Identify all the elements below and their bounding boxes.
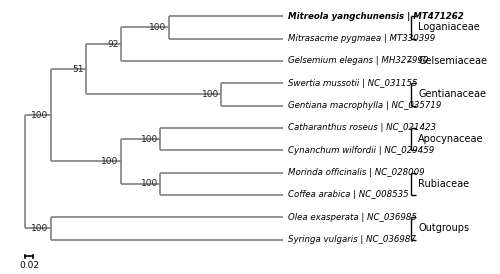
Text: Gentianaceae: Gentianaceae [418, 89, 486, 99]
Text: Rubiaceae: Rubiaceae [418, 179, 469, 189]
Text: Catharanthus roseus | NC_021423: Catharanthus roseus | NC_021423 [288, 123, 436, 132]
Text: Swertia mussotii | NC_031155: Swertia mussotii | NC_031155 [288, 79, 418, 88]
Text: 92: 92 [107, 40, 118, 48]
Text: Outgroups: Outgroups [418, 223, 469, 233]
Text: 100: 100 [202, 90, 219, 99]
Text: 100: 100 [32, 111, 48, 120]
Text: 51: 51 [72, 65, 84, 74]
Text: 0.02: 0.02 [19, 261, 39, 270]
Text: Mitreola yangchunensis | MT471262: Mitreola yangchunensis | MT471262 [288, 12, 464, 21]
Text: Mitrasacme pygmaea | MT330399: Mitrasacme pygmaea | MT330399 [288, 34, 435, 43]
Text: Gelsemiaceae: Gelsemiaceae [418, 56, 487, 66]
Text: Apocynaceae: Apocynaceae [418, 134, 484, 144]
Text: 100: 100 [150, 23, 166, 32]
Text: Coffea arabica | NC_008535: Coffea arabica | NC_008535 [288, 190, 408, 199]
Text: Cynanchum wilfordii | NC_029459: Cynanchum wilfordii | NC_029459 [288, 146, 434, 155]
Text: 100: 100 [140, 179, 158, 188]
Text: Loganiaceae: Loganiaceae [418, 22, 480, 32]
Text: Gentiana macrophylla | NC_035719: Gentiana macrophylla | NC_035719 [288, 101, 441, 110]
Text: 100: 100 [140, 135, 158, 144]
Text: 100: 100 [102, 157, 118, 166]
Text: Syringa vulgaris | NC_036987: Syringa vulgaris | NC_036987 [288, 235, 416, 244]
Text: Olea exasperata | NC_036985: Olea exasperata | NC_036985 [288, 213, 416, 222]
Text: Gelsemium elegans | MH327990: Gelsemium elegans | MH327990 [288, 56, 428, 65]
Text: 100: 100 [32, 224, 48, 233]
Text: Morinda officinalis | NC_028009: Morinda officinalis | NC_028009 [288, 168, 424, 177]
